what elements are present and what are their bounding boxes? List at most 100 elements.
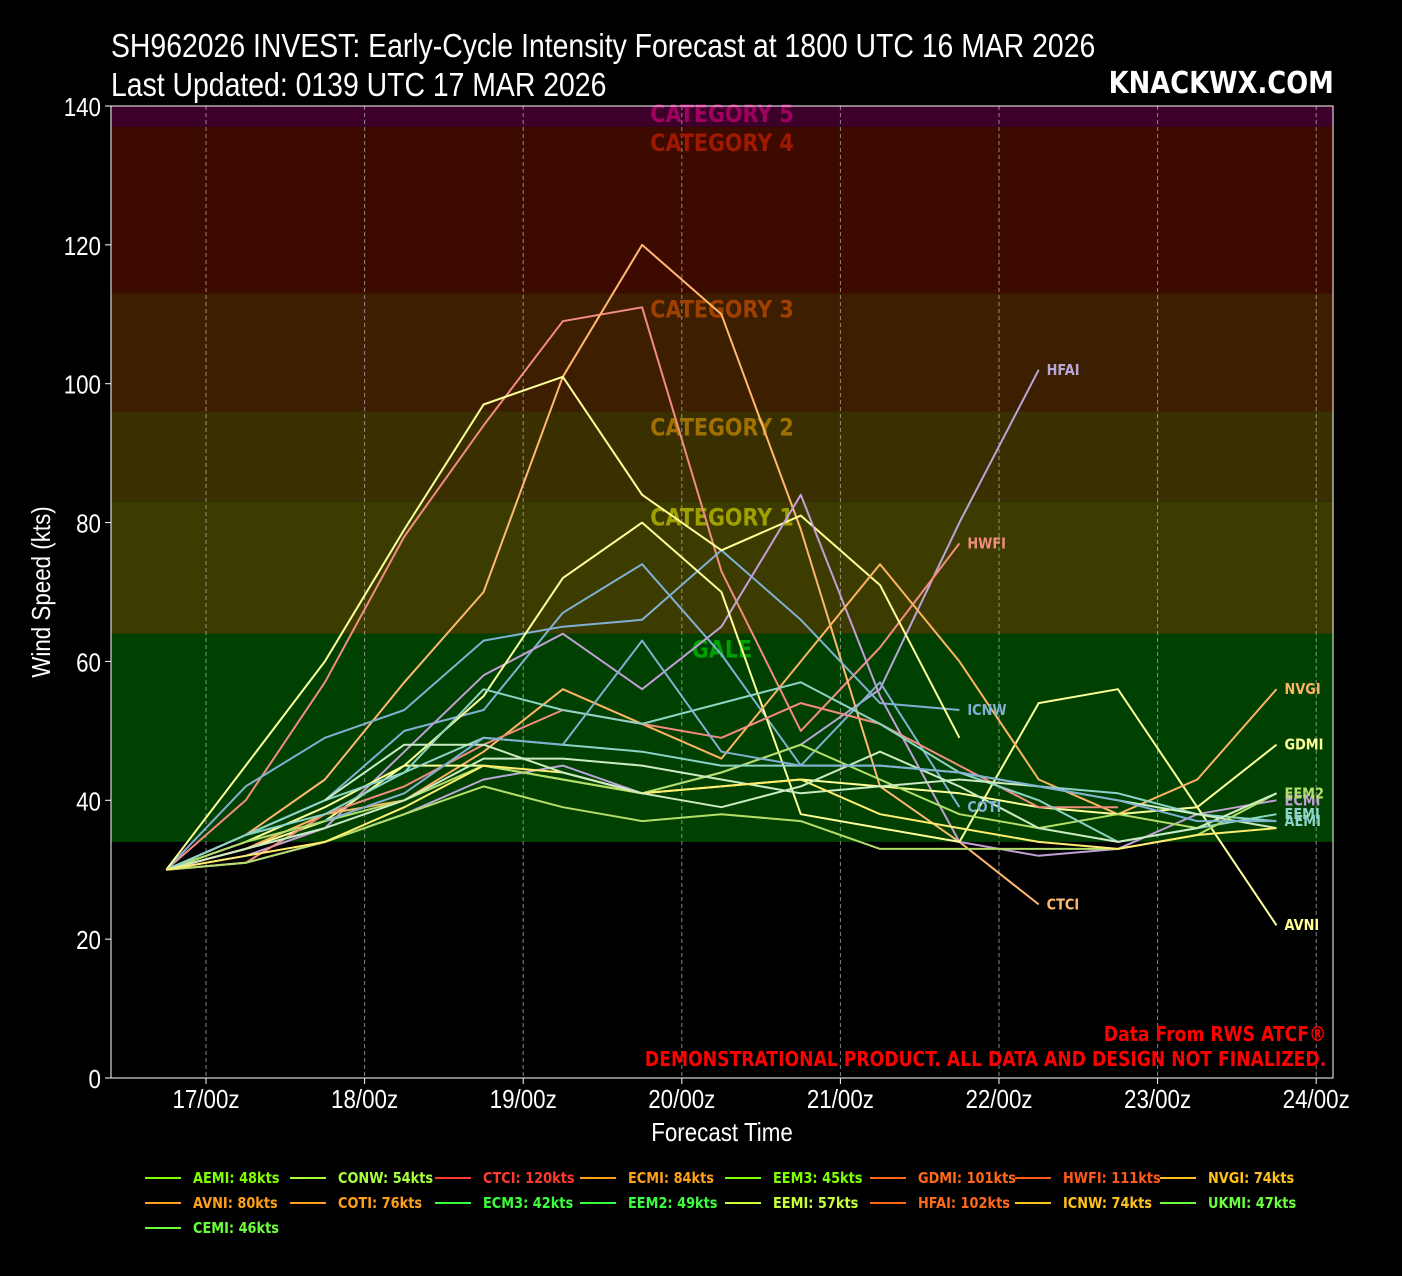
legend-swatch	[870, 1202, 906, 1204]
x-tick-label: 21/00z	[807, 1085, 874, 1114]
legend-item: ECMI: 84kts	[580, 1166, 728, 1190]
legend-swatch	[145, 1202, 181, 1204]
end-label-hwfi: HWFI	[967, 536, 1006, 553]
x-tick-label: 17/00z	[172, 1085, 239, 1114]
series-line-hwfi	[165, 306, 961, 871]
legend-item: HWFI: 111kts	[1015, 1166, 1177, 1190]
x-tick-label: 19/00z	[490, 1085, 557, 1114]
legend-swatch	[580, 1177, 616, 1179]
legend-swatch	[145, 1177, 181, 1179]
x-tick-label: 23/00z	[1124, 1085, 1191, 1114]
end-label-coti: COTI	[967, 799, 1001, 816]
x-tick-label: 18/00z	[331, 1085, 398, 1114]
end-label-avni: AVNI	[1285, 917, 1320, 934]
category-bands	[111, 106, 1333, 842]
y-tick-label: 140	[64, 93, 101, 122]
legend-item: UKMI: 47kts	[1160, 1191, 1310, 1215]
band-category-1	[111, 501, 1333, 634]
series-line-eem3	[324, 743, 1277, 843]
brand-logo-text: KNACKWX.COM	[1108, 66, 1334, 101]
demo-note: Data From RWS ATCF® DEMONSTRATIONAL PROD…	[534, 1022, 1326, 1072]
legend-label: AEMI: 48kts	[193, 1169, 280, 1187]
legend-label: EEMI: 57kts	[773, 1194, 859, 1212]
y-axis-title: Wind Speed (kts)	[27, 506, 56, 677]
end-label-ctci: CTCI	[1047, 897, 1079, 914]
legend-swatch	[1015, 1177, 1051, 1179]
legend-item: NVGI: 74kts	[1160, 1166, 1308, 1190]
grid-lines	[205, 106, 1317, 1078]
end-label-gdmi: GDMI	[1285, 737, 1324, 754]
series-line-aemi	[165, 736, 1277, 871]
legend-label: UKMI: 47kts	[1208, 1194, 1297, 1212]
x-tick-label: 22/00z	[965, 1085, 1032, 1114]
forecast-lines	[165, 243, 1278, 926]
legend-label: CEMI: 46kts	[193, 1219, 279, 1237]
end-label-icnw: ICNW	[967, 702, 1006, 719]
legend-item: CEMI: 46kts	[145, 1216, 293, 1240]
legend-label: CONW: 54kts	[338, 1169, 434, 1187]
legend-label: HFAI: 102kts	[918, 1194, 1010, 1212]
series-line-ctci	[165, 243, 1040, 906]
legend-item: EEMI: 57kts	[725, 1191, 872, 1215]
legend-item: CONW: 54kts	[290, 1166, 449, 1190]
last-updated: Last Updated: 0139 UTC 17 MAR 2026	[111, 66, 607, 103]
legend-label: HWFI: 111kts	[1063, 1169, 1161, 1187]
legend-swatch	[725, 1177, 761, 1179]
series-line-conw	[165, 375, 961, 871]
end-label-nvgi: NVGI	[1285, 681, 1321, 698]
legend-swatch	[870, 1177, 906, 1179]
legend-label: ECM3: 42kts	[483, 1194, 574, 1212]
legend-swatch	[145, 1227, 181, 1229]
legend-item: EEM2: 49kts	[580, 1191, 732, 1215]
series-line-icnw-b	[324, 639, 1277, 823]
end-label-aemi: AEMI	[1285, 813, 1321, 830]
data-source-note: Data From RWS ATCF®	[1103, 1022, 1326, 1046]
series-line-ecm3	[166, 785, 1277, 871]
end-label-eemi: EEMI	[1285, 806, 1320, 823]
y-tick-label: 80	[76, 510, 101, 539]
y-tick-label: 20	[76, 927, 101, 956]
legend-label: AVNI: 80kts	[193, 1194, 278, 1212]
plot-frame	[110, 105, 1334, 1079]
legend-item: COTI: 76kts	[290, 1191, 436, 1215]
legend-swatch	[1160, 1177, 1196, 1179]
end-label-hfai: HFAI	[1047, 362, 1080, 379]
series-line-nvgi	[166, 563, 1278, 871]
y-tick-label: 100	[64, 371, 101, 400]
legend-swatch	[725, 1202, 761, 1204]
legend-label: GDMI: 101kts	[918, 1169, 1016, 1187]
legend-item: CTCI: 120kts	[435, 1166, 589, 1190]
legend-label: EEM3: 45kts	[773, 1169, 863, 1187]
disclaimer-note: DEMONSTRATIONAL PRODUCT. ALL DATA AND DE…	[644, 1047, 1326, 1071]
end-label-ecmi: ECMI	[1285, 792, 1321, 809]
series-line-icnw	[165, 549, 960, 871]
x-axis-title: Forecast Time	[651, 1118, 793, 1147]
legend-label: ECMI: 84kts	[628, 1169, 714, 1187]
legend-item: ECM3: 42kts	[435, 1191, 588, 1215]
x-tick-label: 20/00z	[648, 1085, 715, 1114]
band-label: CATEGORY 5	[650, 101, 793, 129]
title-block: SH962026 INVEST: Early-Cycle Intensity F…	[111, 26, 1256, 104]
legend-label: NVGI: 74kts	[1208, 1169, 1295, 1187]
legend-item: ICNW: 74kts	[1015, 1191, 1166, 1215]
legend-item: EEM3: 45kts	[725, 1166, 877, 1190]
band-category-2	[111, 411, 1333, 502]
legend-swatch	[435, 1177, 471, 1179]
model-end-labels: HFAI HWFI CTCI ICNW COTI ECMI AVNI NVGI GDMI EEM2…	[967, 362, 1324, 935]
y-tick-label: 120	[64, 232, 101, 261]
legend-label: EEM2: 49kts	[628, 1194, 718, 1212]
y-tick-label: 60	[76, 649, 101, 678]
legend-swatch	[290, 1202, 326, 1204]
end-label-eem2: EEM2	[1285, 785, 1324, 802]
legend-label: CTCI: 120kts	[483, 1169, 575, 1187]
series-line-eemi	[165, 681, 1277, 871]
y-tick-label: 40	[76, 788, 101, 817]
y-tick-label: 0	[89, 1065, 101, 1094]
legend-item: GDMI: 101kts	[870, 1166, 1032, 1190]
series-line-ukmi	[166, 764, 1277, 871]
legend-item: AVNI: 80kts	[145, 1191, 292, 1215]
legend-label: ICNW: 74kts	[1063, 1194, 1152, 1212]
band-category-4	[111, 126, 1333, 294]
